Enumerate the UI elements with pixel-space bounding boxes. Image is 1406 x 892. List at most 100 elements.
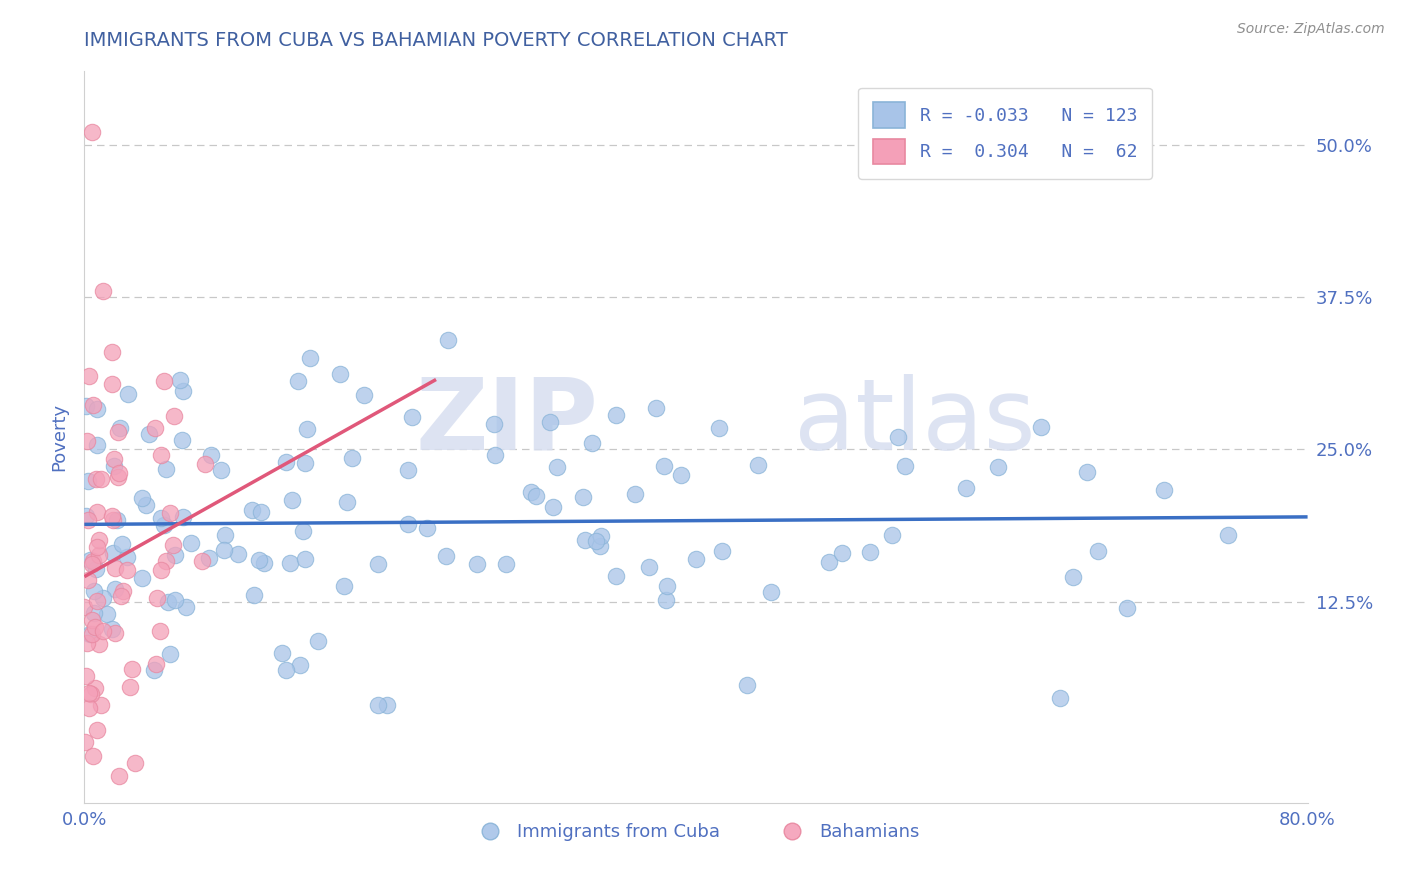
- Point: [484, 448, 506, 462]
- Point: [581, 435, 603, 450]
- Point: [86, 401, 108, 416]
- Point: [86, 505, 108, 519]
- Point: [117, 386, 139, 401]
- Point: [89, 548, 111, 562]
- Point: [76, 636, 98, 650]
- Point: [77, 474, 100, 488]
- Point: [280, 493, 302, 508]
- Point: [115, 550, 138, 565]
- Point: [77, 686, 100, 700]
- Point: [121, 662, 143, 676]
- Text: atlas: atlas: [794, 374, 1035, 471]
- Point: [80, 125, 103, 139]
- Point: [82, 398, 104, 412]
- Point: [150, 510, 173, 524]
- Point: [104, 626, 127, 640]
- Point: [605, 409, 627, 423]
- Point: [103, 546, 125, 560]
- Point: [149, 563, 172, 577]
- Point: [82, 554, 104, 568]
- Point: [434, 549, 457, 563]
- Point: [146, 591, 169, 605]
- Point: [90, 472, 112, 486]
- Point: [84, 620, 107, 634]
- Point: [93, 591, 115, 605]
- Legend: Immigrants from Cuba, Bahamians: Immigrants from Cuba, Bahamians: [465, 816, 927, 848]
- Point: [546, 460, 568, 475]
- Point: [329, 367, 352, 381]
- Point: [76, 434, 98, 448]
- Point: [1216, 528, 1239, 542]
- Point: [135, 499, 157, 513]
- Point: [831, 546, 853, 560]
- Point: [87, 637, 110, 651]
- Point: [138, 427, 160, 442]
- Point: [482, 417, 505, 432]
- Point: [465, 558, 488, 572]
- Point: [105, 513, 128, 527]
- Point: [240, 503, 263, 517]
- Point: [149, 624, 172, 638]
- Point: [77, 701, 100, 715]
- Point: [83, 606, 105, 620]
- Point: [101, 344, 124, 359]
- Point: [103, 451, 125, 466]
- Point: [955, 481, 977, 495]
- Point: [87, 533, 110, 548]
- Point: [176, 599, 198, 614]
- Point: [131, 491, 153, 505]
- Point: [131, 571, 153, 585]
- Point: [153, 374, 176, 388]
- Point: [101, 377, 124, 392]
- Point: [735, 678, 758, 692]
- Point: [120, 680, 142, 694]
- Point: [75, 508, 97, 523]
- Point: [287, 375, 309, 389]
- Point: [623, 487, 645, 501]
- Point: [307, 633, 329, 648]
- Point: [80, 627, 103, 641]
- Point: [100, 509, 122, 524]
- Point: [1087, 544, 1109, 558]
- Point: [90, 698, 112, 713]
- Point: [86, 562, 108, 576]
- Point: [155, 462, 177, 476]
- Point: [367, 557, 389, 571]
- Point: [172, 384, 194, 398]
- Point: [336, 494, 359, 508]
- Point: [111, 537, 134, 551]
- Point: [270, 646, 292, 660]
- Point: [86, 723, 108, 737]
- Point: [110, 590, 132, 604]
- Point: [172, 510, 194, 524]
- Point: [111, 583, 134, 598]
- Point: [519, 485, 541, 500]
- Point: [80, 687, 103, 701]
- Point: [243, 588, 266, 602]
- Point: [574, 533, 596, 548]
- Point: [82, 614, 104, 628]
- Point: [711, 543, 734, 558]
- Point: [76, 573, 98, 587]
- Point: [709, 421, 731, 435]
- Point: [367, 698, 389, 713]
- Point: [1153, 483, 1175, 497]
- Point: [332, 579, 354, 593]
- Point: [77, 369, 100, 384]
- Point: [124, 756, 146, 770]
- Point: [1076, 465, 1098, 479]
- Point: [1031, 419, 1053, 434]
- Point: [86, 540, 108, 554]
- Point: [495, 557, 517, 571]
- Point: [655, 579, 678, 593]
- Point: [669, 468, 692, 483]
- Point: [298, 351, 321, 365]
- Point: [276, 664, 298, 678]
- Point: [103, 459, 125, 474]
- Point: [295, 422, 318, 436]
- Point: [685, 552, 707, 566]
- Point: [212, 543, 235, 558]
- Point: [524, 489, 547, 503]
- Point: [79, 553, 101, 567]
- Point: [162, 538, 184, 552]
